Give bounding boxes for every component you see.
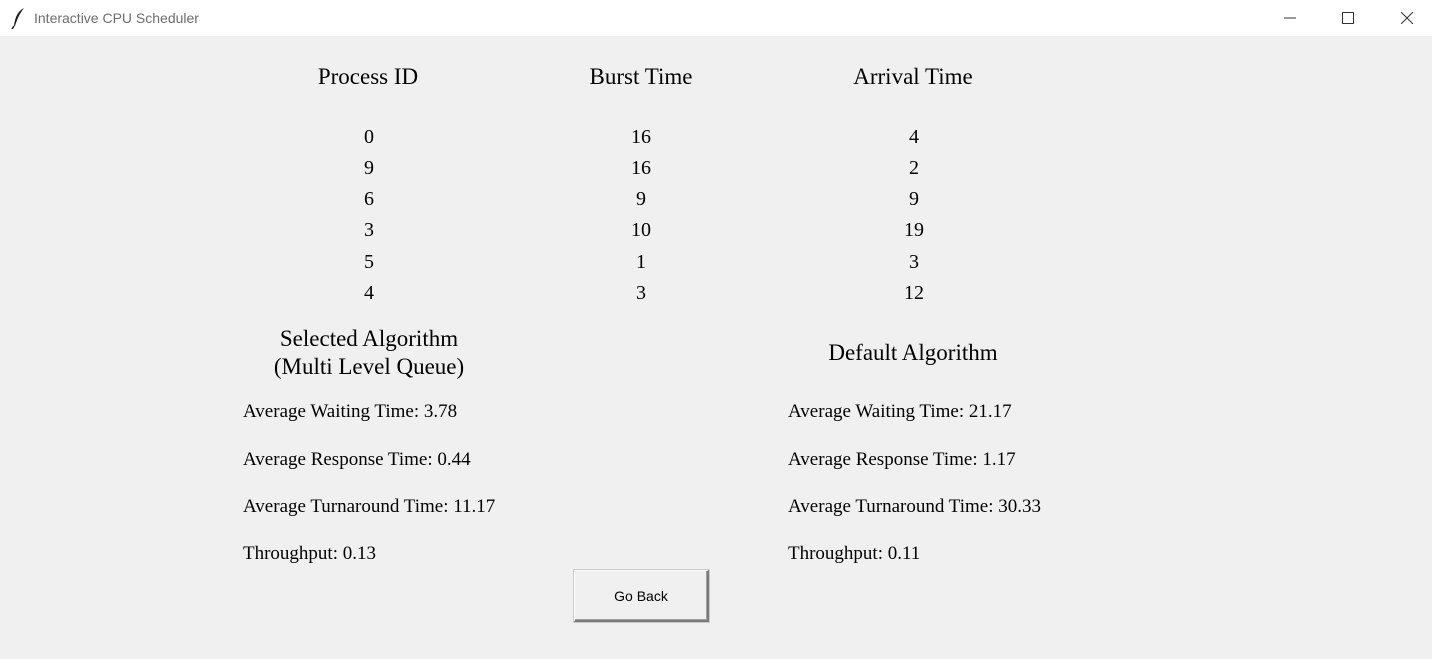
default-avg-turnaround-time: Average Turnaround Time: 30.33 — [788, 496, 1041, 517]
minimize-button[interactable] — [1261, 0, 1319, 36]
arrival-time-cell: 19 — [904, 219, 924, 241]
selected-algorithm-title-line1: Selected Algorithm — [279, 326, 459, 351]
default-algorithm-title: Default Algorithm — [828, 340, 998, 365]
burst-time-cell: 9 — [636, 188, 646, 210]
close-icon — [1401, 12, 1413, 24]
process-id-cell: 6 — [364, 188, 374, 210]
burst-time-cell: 16 — [631, 126, 651, 148]
go-back-button[interactable]: Go Back — [574, 570, 709, 622]
process-id-cell: 4 — [364, 282, 374, 304]
close-button[interactable] — [1378, 0, 1432, 36]
arrival-time-cell: 12 — [904, 282, 924, 304]
burst-time-cell: 16 — [631, 157, 651, 179]
process-id-cell: 3 — [364, 219, 374, 241]
arrival-time-cell: 2 — [909, 157, 919, 179]
minimize-icon — [1284, 17, 1296, 19]
selected-avg-response-time: Average Response Time: 0.44 — [243, 449, 471, 470]
burst-time-cell: 1 — [636, 251, 646, 273]
default-throughput: Throughput: 0.11 — [788, 543, 921, 564]
window-title: Interactive CPU Scheduler — [34, 10, 199, 26]
header-process-id: Process ID — [317, 64, 419, 89]
burst-time-cell: 3 — [636, 282, 646, 304]
process-id-cell: 5 — [364, 251, 374, 273]
arrival-time-cell: 3 — [909, 251, 919, 273]
title-bar: Interactive CPU Scheduler — [0, 0, 1432, 36]
selected-algorithm-title-line2: (Multi Level Queue) — [273, 354, 465, 379]
selected-avg-turnaround-time: Average Turnaround Time: 11.17 — [243, 496, 496, 517]
selected-avg-waiting-time: Average Waiting Time: 3.78 — [243, 401, 458, 422]
arrival-time-cell: 9 — [909, 188, 919, 210]
default-avg-waiting-time: Average Waiting Time: 21.17 — [788, 401, 1012, 422]
feather-icon — [11, 8, 24, 29]
selected-throughput: Throughput: 0.13 — [243, 543, 376, 564]
process-id-cell: 0 — [364, 126, 374, 148]
header-burst-time: Burst Time — [589, 64, 693, 89]
maximize-button[interactable] — [1319, 0, 1377, 36]
burst-time-cell: 10 — [631, 219, 651, 241]
default-avg-response-time: Average Response Time: 1.17 — [788, 449, 1016, 470]
header-arrival-time: Arrival Time — [853, 64, 973, 89]
arrival-time-cell: 4 — [909, 126, 919, 148]
maximize-icon — [1342, 12, 1354, 24]
selected-algorithm-title: Selected Algorithm (Multi Level Queue) — [238, 325, 500, 381]
process-id-cell: 9 — [364, 157, 374, 179]
